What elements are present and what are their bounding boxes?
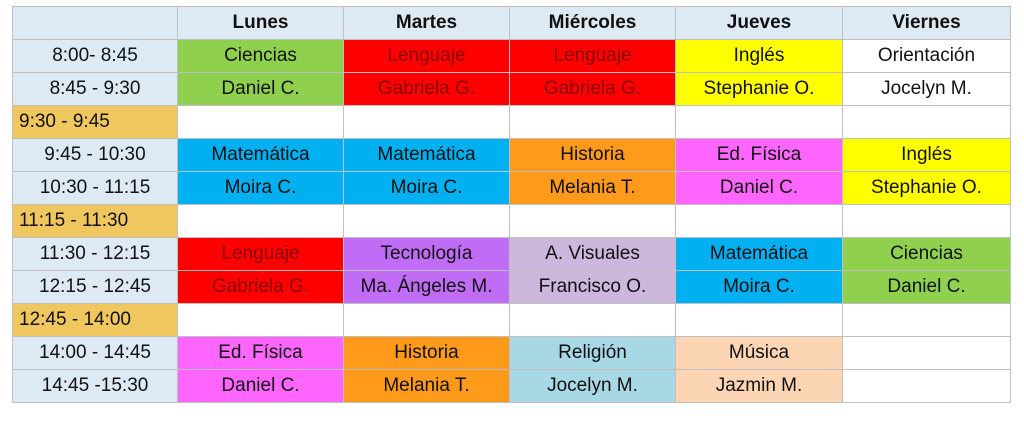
schedule-cell	[509, 303, 676, 337]
time-cell: 14:45 -15:30	[12, 369, 178, 403]
time-cell: 14:00 - 14:45	[12, 336, 178, 370]
schedule-cell: Ciencias	[842, 237, 1011, 271]
schedule-cell: Ed. Física	[177, 336, 344, 370]
schedule-cell	[842, 336, 1011, 370]
corner-cell	[12, 6, 178, 40]
day-header-martes: Martes	[343, 6, 510, 40]
time-cell: 8:00- 8:45	[12, 39, 178, 73]
table-row: 14:45 -15:30 Daniel C. Melania T. Jocelyn M…	[12, 369, 1011, 403]
table-row: 14:00 - 14:45 Ed. Física Historia Religión M…	[12, 336, 1011, 370]
day-header-miercoles: Miércoles	[509, 6, 676, 40]
schedule-cell: Gabriela G.	[177, 270, 344, 304]
table-row: 10:30 - 11:15 Moira C. Moira C. Melania T. D…	[12, 171, 1011, 205]
table-row: 9:30 - 9:45	[12, 105, 1011, 139]
schedule-cell: Inglés	[675, 39, 843, 73]
table-row: 11:15 - 11:30	[12, 204, 1011, 238]
schedule-cell	[343, 303, 510, 337]
schedule-cell	[509, 204, 676, 238]
header-row: Lunes Martes Miércoles Jueves Viernes	[12, 6, 1011, 40]
schedule-cell: Inglés	[842, 138, 1011, 172]
schedule-cell: Gabriela G.	[509, 72, 676, 106]
schedule-cell	[177, 303, 344, 337]
schedule-body: 8:00- 8:45 Ciencias Lenguaje Lenguaje Inglés…	[12, 39, 1011, 403]
schedule-cell	[509, 105, 676, 139]
schedule-cell: Moira C.	[675, 270, 843, 304]
schedule-cell: Ed. Física	[675, 138, 843, 172]
day-header-jueves: Jueves	[675, 6, 843, 40]
schedule-cell: Stephanie O.	[842, 171, 1011, 205]
schedule-cell: Daniel C.	[675, 171, 843, 205]
schedule-cell: Jocelyn M.	[842, 72, 1011, 106]
schedule-cell: Jocelyn M.	[509, 369, 676, 403]
schedule-cell: Matemática	[343, 138, 510, 172]
schedule-cell: Gabriela G.	[343, 72, 510, 106]
schedule-cell: Daniel C.	[177, 72, 344, 106]
table-row: 9:45 - 10:30 Matemática Matemática Historia…	[12, 138, 1011, 172]
schedule-cell	[675, 105, 843, 139]
schedule-cell: Ma. Ángeles M.	[343, 270, 510, 304]
day-header-viernes: Viernes	[842, 6, 1011, 40]
break-time-cell: 9:30 - 9:45	[12, 105, 178, 139]
schedule-cell: Moira C.	[177, 171, 344, 205]
schedule-cell	[675, 204, 843, 238]
time-cell: 11:30 - 12:15	[12, 237, 178, 271]
schedule-cell: Stephanie O.	[675, 72, 843, 106]
time-cell: 8:45 - 9:30	[12, 72, 178, 106]
day-header-lunes: Lunes	[177, 6, 344, 40]
schedule-cell: Orientación	[842, 39, 1011, 73]
schedule-cell: Matemática	[675, 237, 843, 271]
schedule-cell: A. Visuales	[509, 237, 676, 271]
schedule-cell	[842, 105, 1011, 139]
schedule-cell: Melania T.	[509, 171, 676, 205]
schedule-cell	[343, 204, 510, 238]
table-row: 8:00- 8:45 Ciencias Lenguaje Lenguaje Inglés…	[12, 39, 1011, 73]
schedule-cell: Lenguaje	[509, 39, 676, 73]
schedule-cell: Tecnología	[343, 237, 510, 271]
schedule-cell: Matemática	[177, 138, 344, 172]
schedule-cell: Jazmin M.	[675, 369, 843, 403]
time-cell: 9:45 - 10:30	[12, 138, 178, 172]
schedule-cell: Moira C.	[343, 171, 510, 205]
schedule-cell	[177, 204, 344, 238]
schedule-cell: Daniel C.	[177, 369, 344, 403]
schedule-table: Lunes Martes Miércoles Jueves Viernes 8:…	[12, 6, 1011, 403]
table-row: 8:45 - 9:30 Daniel C. Gabriela G. Gabriela …	[12, 72, 1011, 106]
break-time-cell: 11:15 - 11:30	[12, 204, 178, 238]
schedule-cell	[675, 303, 843, 337]
table-row: 12:15 - 12:45 Gabriela G. Ma. Ángeles M. Fr…	[12, 270, 1011, 304]
schedule-cell: Historia	[343, 336, 510, 370]
schedule-cell: Música	[675, 336, 843, 370]
schedule-cell	[177, 105, 344, 139]
schedule-cell: Religión	[509, 336, 676, 370]
schedule-cell: Melania T.	[343, 369, 510, 403]
table-row: 12:45 - 14:00	[12, 303, 1011, 337]
schedule-cell	[343, 105, 510, 139]
schedule-cell	[842, 204, 1011, 238]
schedule-cell: Lenguaje	[343, 39, 510, 73]
schedule-cell: Historia	[509, 138, 676, 172]
schedule-cell	[842, 369, 1011, 403]
schedule-cell: Francisco O.	[509, 270, 676, 304]
time-cell: 10:30 - 11:15	[12, 171, 178, 205]
schedule-cell: Lenguaje	[177, 237, 344, 271]
table-row: 11:30 - 12:15 Lenguaje Tecnología A. Visual…	[12, 237, 1011, 271]
time-cell: 12:15 - 12:45	[12, 270, 178, 304]
schedule-cell: Daniel C.	[842, 270, 1011, 304]
schedule-cell	[842, 303, 1011, 337]
break-time-cell: 12:45 - 14:00	[12, 303, 178, 337]
schedule-cell: Ciencias	[177, 39, 344, 73]
